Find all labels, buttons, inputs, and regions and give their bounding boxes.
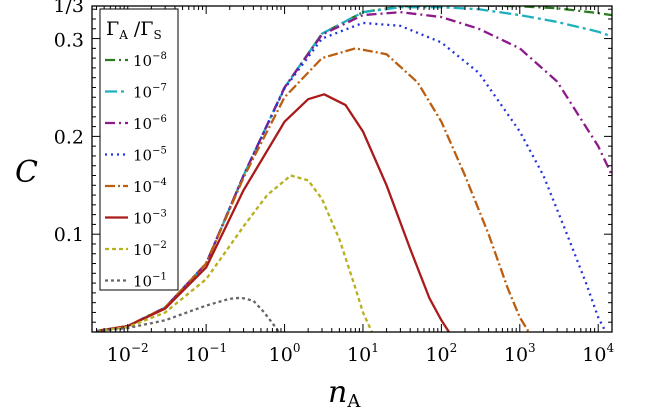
x-tick-label: 103 [504, 341, 536, 366]
y-tick-label: 0.2 [54, 126, 84, 148]
legend-entry-label: 10−6 [133, 114, 167, 133]
legend-title: ΓA /ΓS [106, 18, 162, 42]
x-tick-label: 104 [582, 341, 614, 366]
legend-entry-label: 10−8 [133, 51, 167, 70]
plot-frame [91, 5, 613, 333]
legend-frame [99, 8, 179, 291]
axis-ticks [92, 5, 612, 332]
y-tick-labels: 0.1 0.2 0.3 1/3 [53, 0, 84, 246]
series-line [96, 174, 373, 332]
series-line [96, 93, 450, 332]
x-tick-labels: 10−2 10−1 100 101 102 103 104 [107, 341, 615, 366]
x-tick-label: 100 [269, 341, 301, 366]
series-line [96, 21, 607, 332]
y-tick-label: 1/3 [53, 0, 84, 17]
legend-entry-label: 10−4 [133, 177, 167, 196]
y-axis-title: C [15, 155, 38, 190]
y-tick-label: 0.1 [54, 224, 84, 246]
x-tick-label: 101 [347, 341, 379, 366]
y-tick-label: 0.3 [54, 30, 84, 52]
series-line [96, 6, 612, 332]
x-tick-label: 10−2 [107, 341, 149, 366]
legend-entry-label: 10−3 [133, 209, 167, 228]
legend-swatches [105, 58, 128, 282]
series-line [96, 47, 530, 332]
legend-entry-label: 10−5 [133, 146, 167, 165]
legend-entry-label: 10−7 [133, 83, 167, 102]
x-tick-label: 102 [425, 341, 457, 366]
series-line [96, 296, 280, 332]
x-axis-title: nA [328, 375, 361, 412]
x-tick-label: 10−1 [185, 341, 227, 366]
legend: ΓA /ΓS 10−8 10−7 10−6 10−5 10−4 10−3 10−… [99, 8, 179, 291]
legend-entry-label: 10−2 [133, 240, 167, 259]
legend-entry-label: 10−1 [133, 272, 167, 291]
